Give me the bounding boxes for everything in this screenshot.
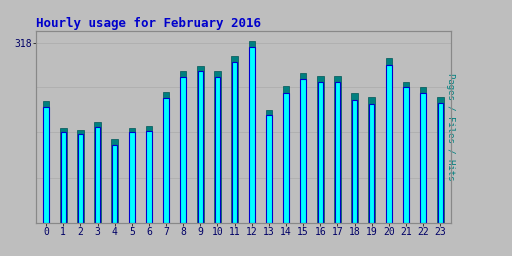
Bar	[266, 115, 272, 223]
Bar	[112, 145, 117, 223]
Bar	[317, 76, 324, 223]
Bar	[335, 82, 340, 223]
Bar	[420, 93, 426, 223]
Bar	[77, 130, 83, 223]
Bar	[437, 97, 443, 223]
Bar	[283, 86, 289, 223]
Bar	[60, 128, 67, 223]
Text: Hourly usage for February 2016: Hourly usage for February 2016	[36, 17, 261, 29]
Bar	[301, 79, 306, 223]
Bar	[386, 58, 392, 223]
Bar	[249, 47, 254, 223]
Bar	[438, 103, 443, 223]
Bar	[334, 76, 340, 223]
Bar	[352, 100, 357, 223]
Bar	[163, 99, 169, 223]
Bar	[232, 62, 238, 223]
Bar	[231, 56, 238, 223]
Bar	[403, 82, 409, 223]
Bar	[317, 82, 323, 223]
Bar	[43, 101, 49, 223]
Bar	[94, 122, 101, 223]
Bar	[180, 71, 186, 223]
Bar	[44, 107, 49, 223]
Bar	[369, 97, 375, 223]
Bar	[146, 126, 152, 223]
Bar	[420, 87, 426, 223]
Bar	[386, 65, 392, 223]
Bar	[214, 71, 221, 223]
Bar	[163, 92, 169, 223]
Bar	[266, 110, 272, 223]
Bar	[403, 87, 409, 223]
Bar	[180, 77, 186, 223]
Bar	[197, 66, 204, 223]
Bar	[95, 127, 100, 223]
Bar	[215, 77, 220, 223]
Bar	[248, 41, 255, 223]
Bar	[351, 93, 358, 223]
Y-axis label: Pages / Files / Hits: Pages / Files / Hits	[446, 73, 455, 180]
Bar	[129, 128, 135, 223]
Bar	[283, 93, 289, 223]
Bar	[129, 132, 135, 223]
Bar	[146, 131, 152, 223]
Bar	[198, 71, 203, 223]
Bar	[300, 73, 307, 223]
Bar	[78, 134, 83, 223]
Bar	[112, 139, 118, 223]
Bar	[60, 132, 66, 223]
Bar	[369, 104, 374, 223]
